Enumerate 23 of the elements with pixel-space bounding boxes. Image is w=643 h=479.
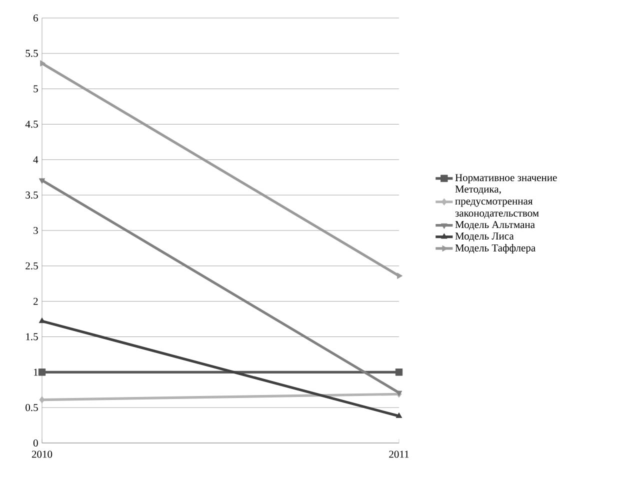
point (39, 396, 45, 404)
y-tick-label: 2 (34, 298, 38, 305)
y-tick-label: 1.5 (26, 333, 38, 340)
point (395, 368, 403, 376)
x-tick-label: 2011 (389, 450, 409, 458)
legend-label: Модель Таффлера (455, 244, 536, 254)
y-tick-label: 1 (34, 368, 38, 376)
x-tick-label: 2010 (32, 450, 52, 458)
y-tick-label: 6 (34, 14, 38, 22)
y-tick-label: 3 (34, 226, 38, 234)
y-tick-label: 5.5 (26, 50, 38, 57)
y-tick-label: 4.5 (25, 120, 38, 128)
y-tick-label: 0 (33, 439, 38, 447)
point (38, 368, 46, 376)
legend-label: Методика, предусмотренная законодательством (455, 186, 539, 219)
y-tick-label: 3.5 (26, 192, 38, 199)
legend-label: Модель Альтмана (455, 221, 535, 230)
y-tick-label: 0.5 (26, 404, 38, 412)
legend-label: Модель Лиса (455, 232, 514, 242)
legend-label: Нормативное значение (455, 174, 557, 184)
y-tick-label: 4 (33, 156, 38, 164)
y-tick-label: 2.5 (26, 262, 38, 270)
y-tick-label: 5 (34, 85, 38, 92)
